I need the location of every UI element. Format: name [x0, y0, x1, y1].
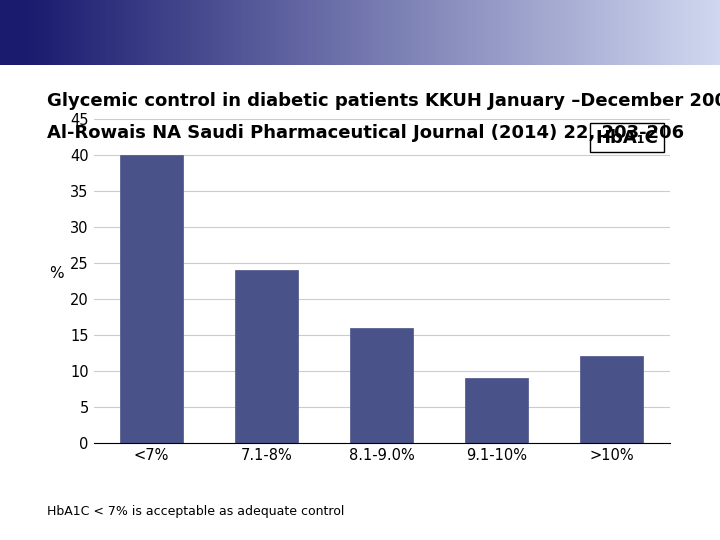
Text: HbA1C < 7% is acceptable as adequate control: HbA1C < 7% is acceptable as adequate con…	[47, 505, 344, 518]
Bar	[0, 0, 25, 65]
Bar	[350, 328, 413, 443]
Text: HbA₁C: HbA₁C	[595, 129, 658, 146]
Bar	[465, 378, 528, 443]
Text: Al-Rowais NA Saudi Pharmaceutical Journal (2014) 22, 203-206: Al-Rowais NA Saudi Pharmaceutical Journa…	[47, 124, 684, 142]
Bar	[235, 270, 298, 443]
Y-axis label: %: %	[49, 266, 63, 281]
Bar	[120, 155, 183, 443]
Bar	[580, 356, 644, 443]
Text: Glycemic control in diabetic patients KKUH January –December 2009: Glycemic control in diabetic patients KK…	[47, 92, 720, 110]
